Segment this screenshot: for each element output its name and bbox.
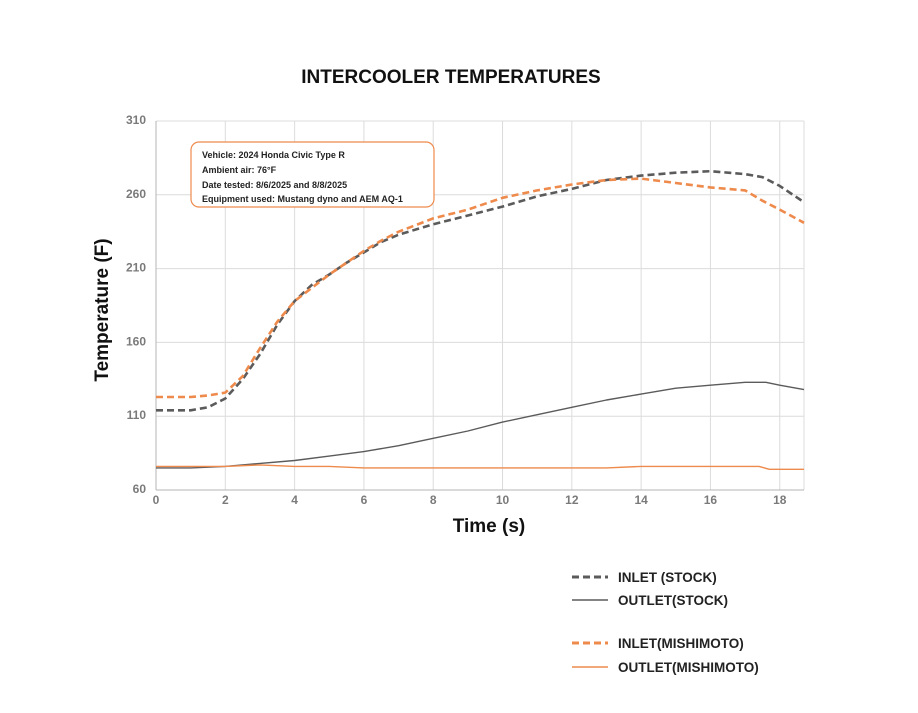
y-tick-label: 110	[127, 408, 147, 422]
x-tick-label: 12	[565, 493, 579, 507]
legend-label-inlet-stock: INLET (STOCK)	[618, 570, 717, 585]
legend-label-outlet-mishimoto: OUTLET(MISHIMOTO)	[618, 660, 759, 675]
x-tick-label: 0	[153, 493, 160, 507]
legend-label-inlet-mishimoto: INLET(MISHIMOTO)	[618, 636, 744, 651]
y-tick-label: 260	[126, 187, 146, 201]
y-tick-label: 310	[126, 113, 146, 127]
x-tick-label: 2	[222, 493, 229, 507]
x-tick-label: 10	[496, 493, 510, 507]
x-axis-label: Time (s)	[453, 516, 526, 537]
x-tick-label: 18	[773, 493, 787, 507]
y-tick-labels: 60 110 160 210 260 310	[126, 113, 146, 496]
x-tick-label: 6	[361, 493, 368, 507]
x-tick-label: 8	[430, 493, 437, 507]
x-tick-label: 14	[634, 493, 648, 507]
series-lines	[156, 169, 805, 470]
legend: INLET (STOCK) OUTLET(STOCK) INLET(MISHIM…	[572, 570, 759, 675]
info-ambient-air: Ambient air: 76°F	[202, 165, 277, 175]
x-tick-labels: 0 2 4 6 8 10 12 14 16 18	[153, 493, 787, 507]
x-tick-label: 4	[291, 493, 298, 507]
x-tick-label: 16	[704, 493, 718, 507]
info-box: Vehicle: 2024 Honda Civic Type R Ambient…	[190, 141, 435, 208]
series-line-inlet-mishimoto	[156, 177, 805, 399]
y-tick-label: 210	[126, 261, 146, 275]
y-tick-label: 160	[126, 334, 146, 348]
series-line-outlet-mishimoto	[156, 464, 804, 470]
legend-label-outlet-stock: OUTLET(STOCK)	[618, 593, 728, 608]
series-line-inlet-stock	[156, 169, 805, 412]
info-equipment: Equipment used: Mustang dyno and AEM AQ-…	[202, 194, 403, 204]
y-tick-label: 60	[133, 482, 147, 496]
chart-title: INTERCOOLER TEMPERATURES	[301, 67, 600, 88]
info-vehicle: Vehicle: 2024 Honda Civic Type R	[202, 150, 345, 160]
series-line-outlet-stock	[156, 381, 805, 469]
info-box-frame	[190, 141, 435, 208]
info-date-tested: Date tested: 8/6/2025 and 8/8/2025	[202, 180, 347, 190]
y-axis-label: Temperature (F)	[92, 238, 113, 381]
